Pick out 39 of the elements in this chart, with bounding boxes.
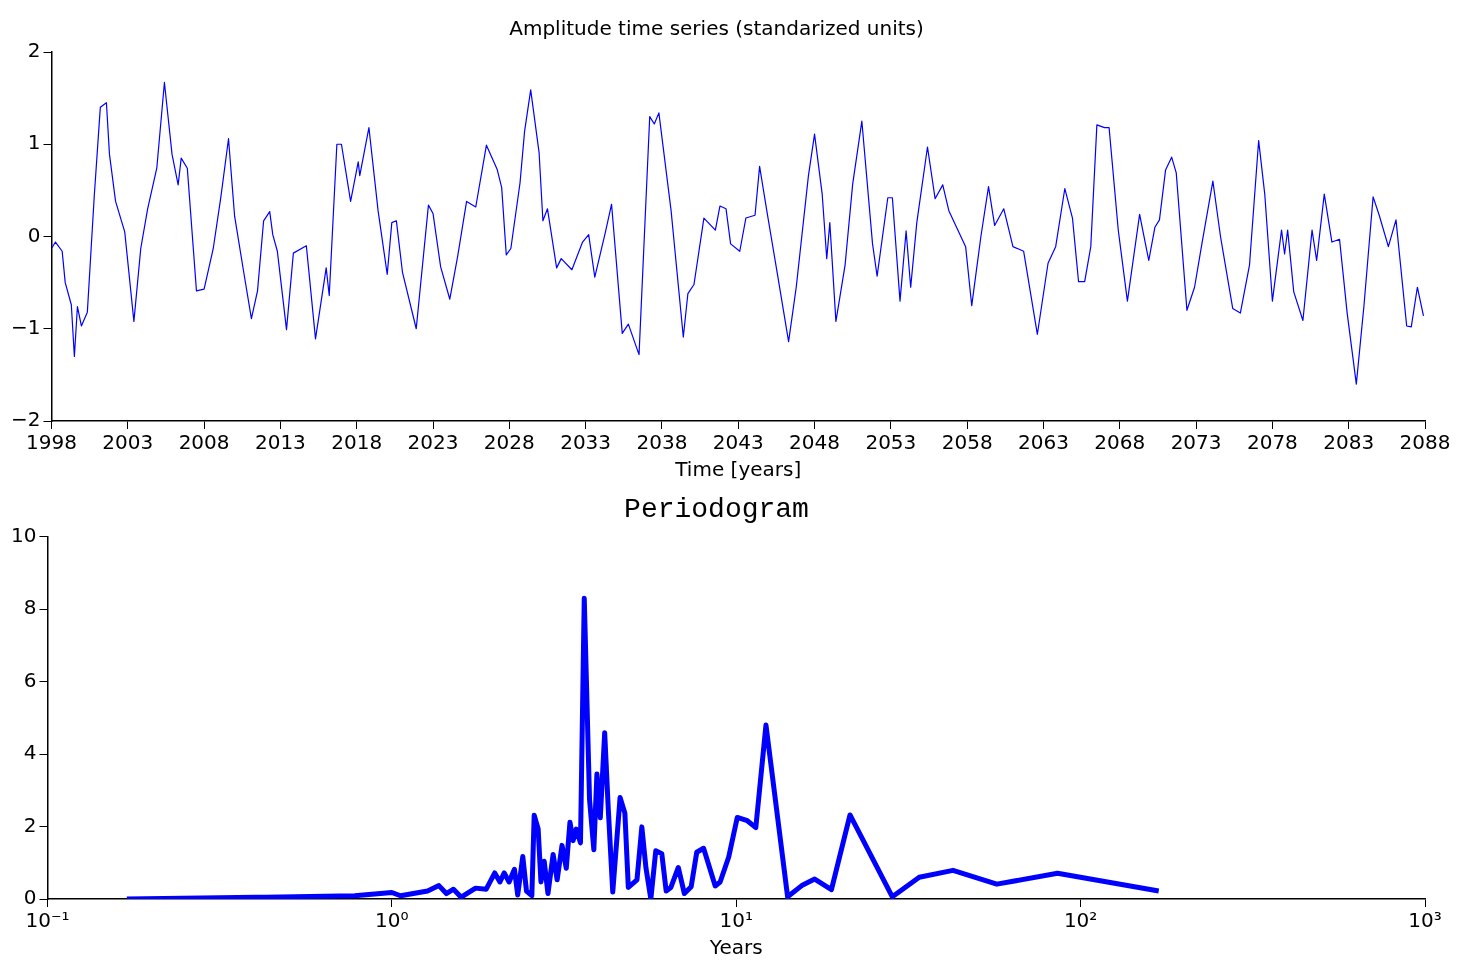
x-tick-label: 2003 [102, 430, 154, 455]
x-tick-label: 2083 [1323, 430, 1375, 455]
x-tick-label: 2073 [1170, 430, 1222, 455]
x-tick-label: 10¹ [719, 908, 753, 933]
x-tick-label: 2028 [483, 430, 535, 455]
y-tick-label: 0 [27, 222, 41, 247]
x-tick-label: 10³ [1408, 908, 1442, 933]
x-tick-label: 2008 [178, 430, 230, 455]
x-tick-label: 2088 [1399, 430, 1451, 455]
y-tick-label: 8 [23, 595, 37, 620]
x-tick-label: 2038 [636, 430, 688, 455]
chart-title: Amplitude time series (standarized units) [509, 16, 924, 41]
y-tick-label: 10 [11, 522, 37, 547]
chart-title: Periodogram [624, 494, 809, 526]
x-axis-title: Time [years] [674, 457, 802, 482]
y-tick-label: −2 [11, 407, 41, 432]
y-tick-label: 0 [23, 885, 37, 910]
x-tick-label: 2048 [789, 430, 840, 455]
x-tick-label: 10⁻¹ [25, 908, 70, 933]
x-tick-label: 2043 [712, 430, 764, 455]
y-tick-label: 2 [23, 812, 37, 837]
x-tick-label: 2053 [865, 430, 917, 455]
x-axis-title: Years [708, 935, 763, 960]
x-tick-label: 10⁰ [375, 908, 409, 933]
y-tick-label: 2 [27, 38, 41, 63]
x-tick-label: 2018 [331, 430, 383, 455]
x-tick-label: 2033 [560, 430, 612, 455]
x-tick-label: 2068 [1094, 430, 1146, 455]
x-tick-label: 1998 [26, 430, 77, 455]
x-tick-label: 2078 [1246, 430, 1298, 455]
x-tick-label: 2013 [254, 430, 306, 455]
y-tick-label: 4 [23, 740, 37, 765]
x-tick-label: 10² [1063, 908, 1098, 933]
x-tick-label: 2063 [1018, 430, 1069, 455]
y-tick-label: −1 [11, 314, 41, 339]
x-tick-label: 2023 [407, 430, 459, 455]
y-tick-label: 6 [23, 667, 37, 692]
y-tick-label: 1 [27, 130, 41, 155]
x-tick-label: 2058 [941, 430, 993, 455]
